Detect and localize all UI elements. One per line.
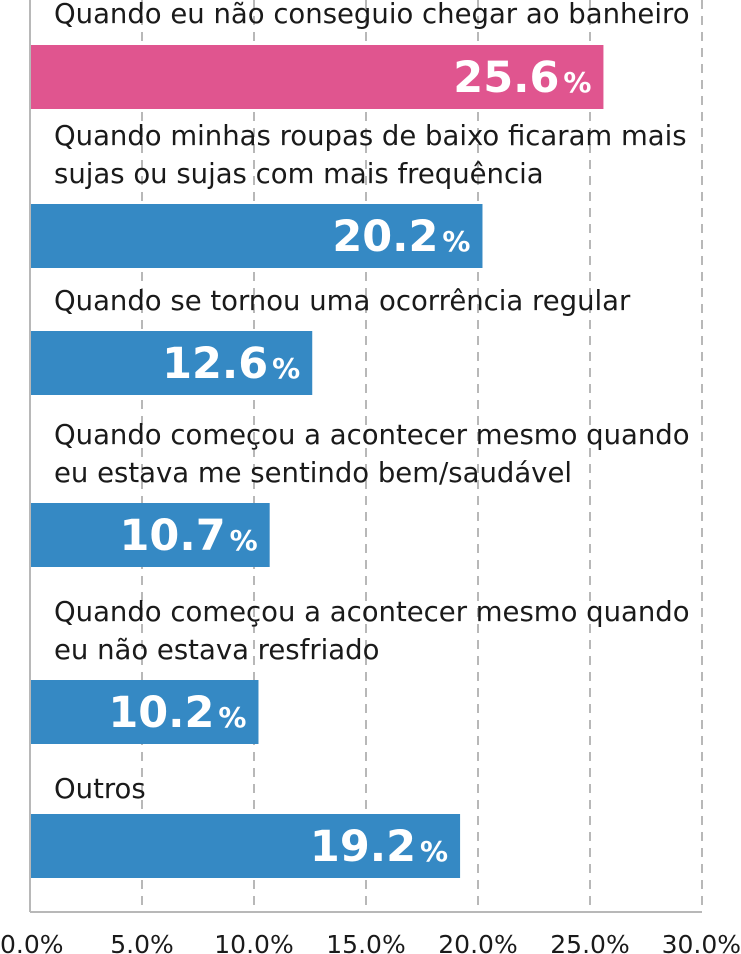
x-tick-label: 20.0% (438, 930, 517, 954)
bar (30, 331, 313, 395)
x-tick-label: 10.0% (214, 930, 293, 954)
bar-value-label: 10.7% (120, 511, 258, 561)
bar (30, 680, 259, 744)
category-label: Outros (54, 773, 146, 805)
bar-value-label: 19.2% (310, 822, 448, 872)
category-label: Quando minhas roupas de baixo ficaram ma… (54, 120, 687, 152)
x-tick-label: 25.0% (550, 930, 629, 954)
x-tick-label: 5.0% (110, 930, 174, 954)
category-label: Quando eu não conseguio chegar ao banhei… (54, 0, 690, 30)
category-label: Quando começou a acontecer mesmo quando (54, 419, 690, 451)
x-tick-label: 30.0% (662, 930, 741, 954)
bar-value-label: 25.6% (453, 53, 591, 103)
x-tick-label: 0.0% (0, 930, 64, 954)
category-labels: Quando eu não conseguio chegar ao banhei… (54, 0, 690, 805)
grid-lines (141, 0, 703, 912)
bar-value-label: 10.2% (108, 688, 246, 738)
bar-value-label: 12.6% (162, 339, 300, 389)
bar (30, 204, 483, 268)
bar (30, 814, 461, 878)
category-label: eu estava me sentindo bem/saudável (54, 457, 572, 489)
category-label: eu não estava resfriado (54, 634, 379, 666)
category-label: Quando se tornou uma ocorrência regular (54, 285, 631, 317)
bar-value-label: 20.2% (332, 212, 470, 262)
bar (30, 503, 270, 567)
bar (30, 45, 604, 109)
x-tick-label: 15.0% (326, 930, 405, 954)
category-label: sujas ou sujas com mais frequência (54, 158, 544, 190)
bars: 25.6 % 20.2 % 12.6 % 10.7 % 10.2 % 19.2% (30, 45, 604, 878)
category-label: Quando começou a acontecer mesmo quando (54, 596, 690, 628)
